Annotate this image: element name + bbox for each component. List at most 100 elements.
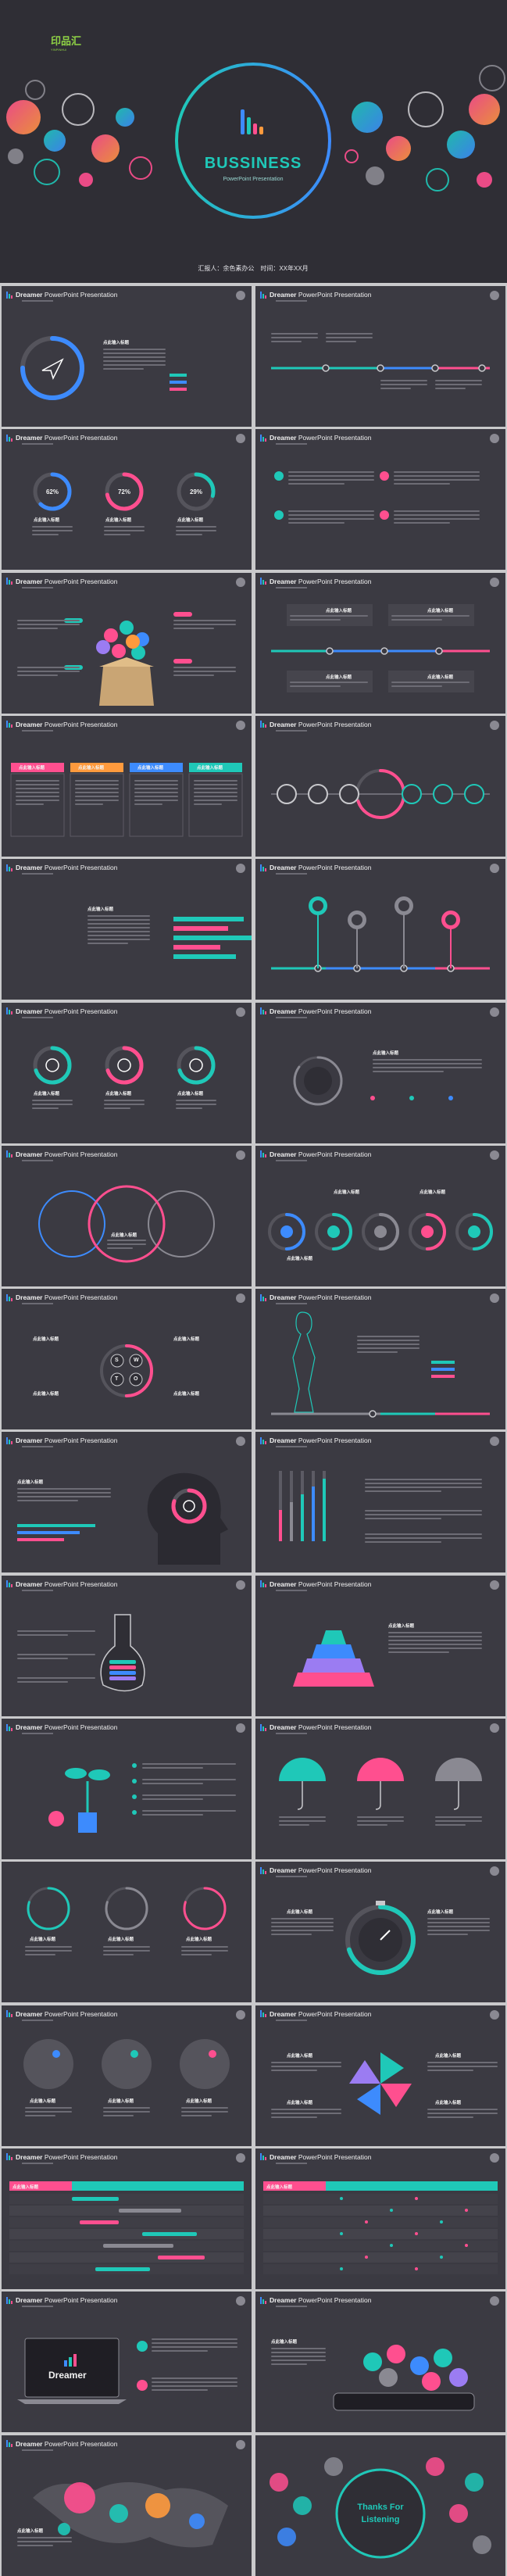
slide-thumbnail[interactable]: Dreamer PowerPoint Presentation [2,572,252,714]
slide-thumbnail[interactable]: Dreamer PowerPoint Presentation 点此输入标题 点此输… [2,1002,252,1143]
slide-thumbnail[interactable]: Dreamer PowerPoint Presentation [2,1719,252,1859]
logo-text: 印品汇 [51,35,82,47]
slide-graphic [345,1901,416,1976]
slide-thumbnail[interactable]: Dreamer PowerPoint Presentation [255,1289,505,1430]
slide-subtitle-bar [276,1016,307,1018]
text-block [17,619,80,631]
bar-chart-icon [6,1007,12,1014]
text-block [103,2106,150,2119]
slide-thumbnail[interactable]: Dreamer PowerPoint Presentation S W T O 点此输入标… [2,1289,252,1430]
bar-chart-icon [6,1436,12,1444]
slide-thumbnail[interactable]: Dreamer PowerPoint Presentation 点此输入标题 [2,2435,252,2576]
block-heading: 点此输入标题 [287,1256,313,1261]
slide-thumbnail[interactable]: Thanks For Listening [255,2435,505,2576]
block-heading: 点此输入标题 [19,765,45,771]
bar-chart-icon [6,2010,12,2018]
slide-thumbnail[interactable]: Dreamer PowerPoint Presentation Dreamer [2,2292,252,2433]
slide-thumbnail[interactable]: Dreamer PowerPoint Presentation 点此输入标题 [255,2148,505,2289]
text-block [173,619,236,631]
block-heading: 点此输入标题 [177,1091,204,1097]
text-block [288,471,374,487]
slide-thumbnail[interactable]: Dreamer PowerPoint Presentation [255,1719,505,1859]
block-heading: 点此输入标题 [173,1337,200,1343]
slide-header: Dreamer PowerPoint Presentation [260,2153,371,2161]
slide-thumbnail[interactable]: Dreamer PowerPoint Presentation 点此输入标题 [2,859,252,1000]
slide-subtitle-bar [22,1016,53,1018]
slide-thumbnail[interactable]: Dreamer PowerPoint Presentation [255,859,505,1000]
slide-thumbnail[interactable]: Dreamer PowerPoint Presentation [255,715,505,857]
block-heading: 点此输入标题 [287,2100,313,2106]
slide-header: Dreamer PowerPoint Presentation [6,1150,117,1158]
slide-header: Dreamer PowerPoint Presentation [6,2440,117,2448]
slide-thumbnail[interactable]: Dreamer PowerPoint Presentation [255,1432,505,1573]
slide-thumbnail[interactable]: Dreamer PowerPoint Presentation 点此输入标题 [255,1575,505,1716]
text-block [176,526,216,538]
slide-thumbnail[interactable]: Dreamer PowerPoint Presentation 点此输入标题 点此输… [255,1145,505,1286]
slide-subtitle-bar [22,1303,53,1305]
block-heading: 点此输入标题 [435,2053,462,2059]
block-heading: 点此输入标题 [334,1190,360,1195]
slide-thumbnail[interactable]: Dreamer PowerPoint Presentation 点此输入标题 点此输… [255,572,505,714]
slide-header: Dreamer PowerPoint Presentation [6,2010,117,2018]
block-heading: 点此输入标题 [17,1480,44,1486]
slide-thumbnail[interactable]: Dreamer PowerPoint Presentation [255,286,505,427]
slide-thumbnail[interactable]: Dreamer PowerPoint Presentation 点此输入标题 点此输… [255,1862,505,2003]
corner-dot-icon [236,1436,245,1447]
slide-header: Dreamer PowerPoint Presentation [6,1436,117,1444]
text-block [271,1918,334,1937]
text-block [75,779,119,807]
slide-thumbnail[interactable]: Dreamer PowerPoint Presentation 点此输入标题 [2,1432,252,1573]
slide-subtitle-bar [276,1446,307,1448]
slide-subtitle-bar [276,2306,307,2308]
slide-subtitle-bar [22,2162,53,2164]
slide-title: Dreamer PowerPoint Presentation [16,2439,118,2448]
bar-chart-icon [260,1580,266,1588]
slide-thumbnail[interactable]: Dreamer PowerPoint Presentation 点此输入标题 [2,286,252,427]
slide-thumbnail[interactable]: Dreamer PowerPoint Presentation 62% 点此输入标题… [2,429,252,571]
slide-header: Dreamer PowerPoint Presentation [6,721,117,728]
bar-chart-icon [260,1150,266,1158]
bar-chart-icon [260,1293,266,1301]
bar-chart-icon [260,1436,266,1444]
block-heading: 点此输入标题 [78,765,105,771]
text-block [271,333,318,345]
block-heading: 点此输入标题 [33,1392,59,1397]
slide-thumbnail[interactable]: Dreamer PowerPoint Presentation 点此输入标题 [2,1145,252,1286]
slide-title: Dreamer PowerPoint Presentation [270,1723,372,1731]
cover-slide: 印品汇 YINPINHUI BUSSINESS PowerPoint Prese… [0,0,507,283]
slide-graphic [349,2052,412,2115]
slide-subtitle-bar [22,2019,53,2021]
text-block [107,1239,146,1251]
slide-thumbnail[interactable]: Dreamer PowerPoint Presentation 点此输入标题 [2,2148,252,2289]
slide-thumbnail[interactable]: Dreamer PowerPoint Presentation 点此输入标题 [255,1002,505,1143]
slide-thumbnail[interactable]: Dreamer PowerPoint Presentation 点此输入标题 点此输… [2,715,252,857]
corner-dot-icon [236,577,245,587]
slide-graphic [48,1763,137,1833]
text-block [134,779,178,807]
slide-title: Dreamer PowerPoint Presentation [16,1436,118,1445]
text-block [326,333,373,345]
cover-bubbles [6,63,505,219]
text-block [181,1946,228,1958]
slide-header: Dreamer PowerPoint Presentation [6,1723,117,1731]
slide-graphic [33,2481,228,2547]
slide-thumbnail[interactable]: 点此输入标题 点此输入标题 点此输入标题 [2,1862,252,2003]
slide-graphic [173,917,252,960]
corner-dot-icon [490,2296,499,2306]
slide-subtitle-bar [22,729,53,732]
block-heading: 点此输入标题 [186,2098,212,2104]
corner-dot-icon [236,434,245,444]
bar-chart-icon [260,1866,266,1874]
slide-thumbnail[interactable]: Dreamer PowerPoint Presentation 点此输入标题 [255,2292,505,2433]
slide-thumbnail[interactable]: Dreamer PowerPoint Presentation 点此输入标题 点此输… [2,2005,252,2146]
block-heading: 点此输入标题 [173,1392,200,1397]
slide-header: Dreamer PowerPoint Presentation [6,864,117,871]
slide-thumbnail[interactable]: Dreamer PowerPoint Presentation [255,429,505,571]
bar-chart-icon [6,1293,12,1301]
slide-title: Dreamer PowerPoint Presentation [16,2296,118,2305]
slide-thumbnail[interactable]: Dreamer PowerPoint Presentation 点此输入标题 点此输… [255,2005,505,2146]
percent-label: 62% [45,488,59,496]
percent-label: 29% [189,488,202,496]
slide-thumbnail[interactable]: Dreamer PowerPoint Presentation [2,1575,252,1716]
cover-title: BUSSINESS [204,155,302,172]
